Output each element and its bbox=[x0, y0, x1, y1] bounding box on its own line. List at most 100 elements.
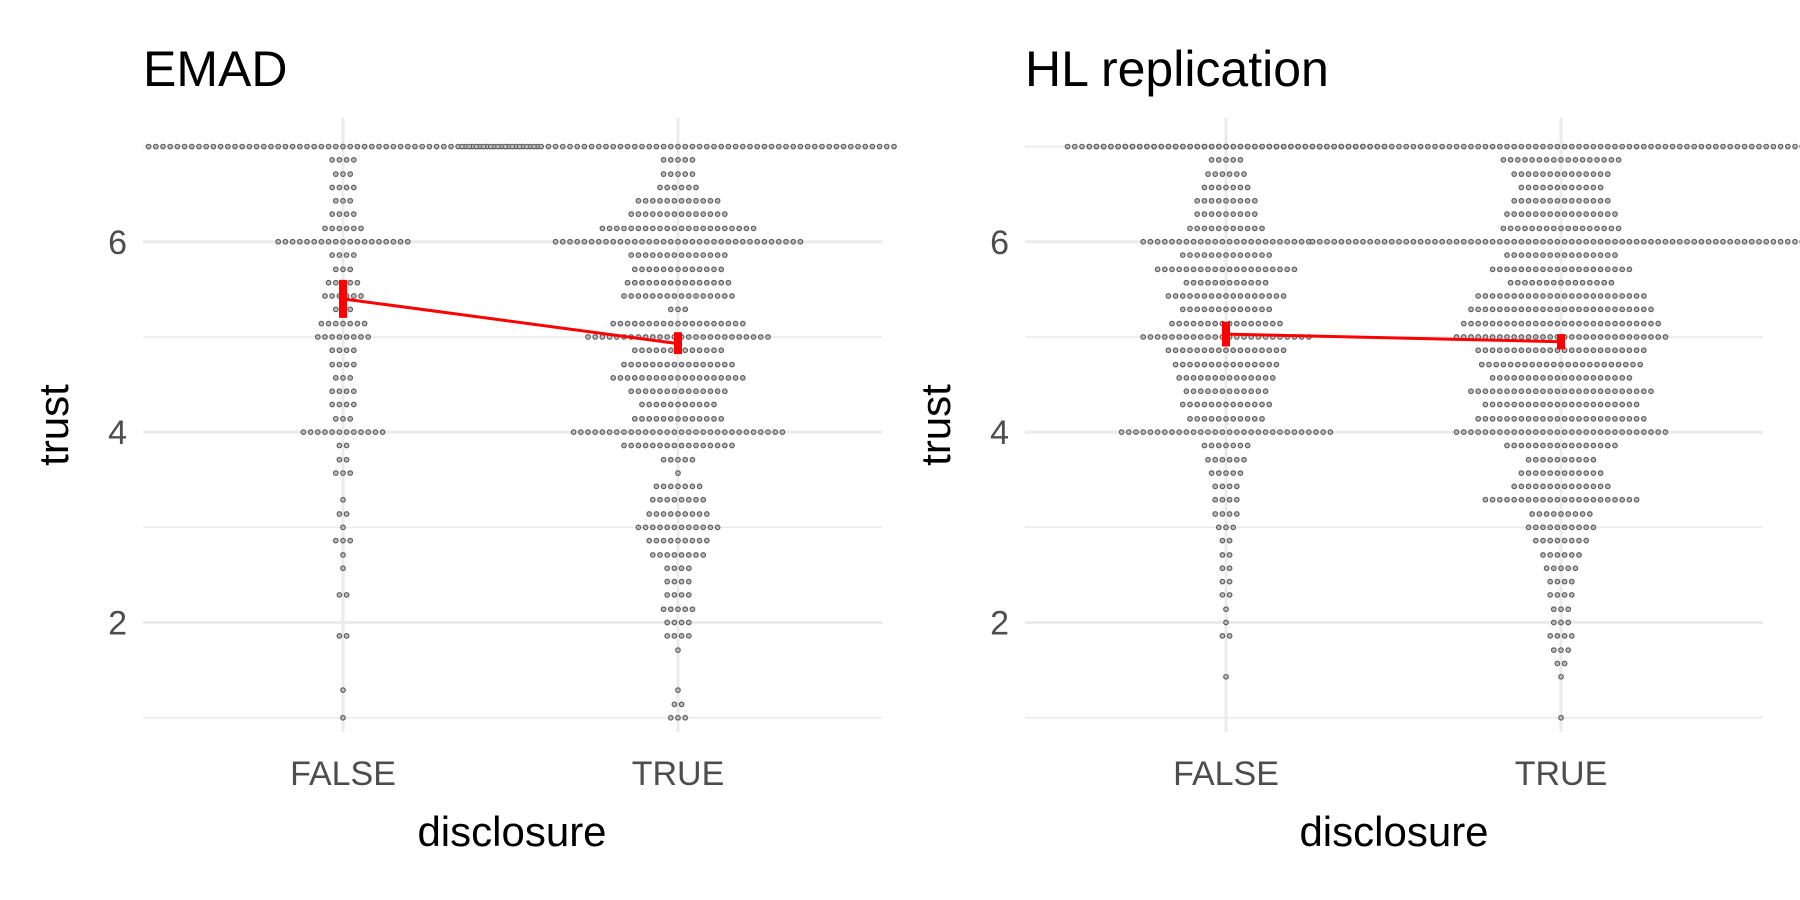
data-dot bbox=[1259, 347, 1265, 354]
data-dot bbox=[721, 429, 728, 435]
data-dot bbox=[1590, 252, 1597, 258]
data-dot bbox=[1259, 143, 1266, 150]
data-dot bbox=[718, 143, 725, 150]
data-dot bbox=[1583, 388, 1590, 395]
data-dot bbox=[675, 647, 681, 653]
data-dot bbox=[332, 238, 339, 245]
data-dot bbox=[1568, 442, 1575, 449]
data-dot bbox=[1590, 375, 1597, 381]
data-dot bbox=[347, 279, 354, 286]
data-dot bbox=[1223, 470, 1229, 476]
data-dot bbox=[1640, 238, 1647, 245]
data-dot bbox=[1212, 388, 1219, 395]
data-dot bbox=[1558, 157, 1564, 163]
data-dot bbox=[664, 565, 671, 572]
data-dot bbox=[1194, 361, 1201, 368]
data-dot bbox=[1590, 143, 1597, 150]
data-dot bbox=[1482, 347, 1489, 354]
data-dot bbox=[1576, 415, 1582, 422]
data-dot bbox=[1169, 334, 1175, 340]
data-dot bbox=[318, 320, 325, 327]
data-dot bbox=[876, 143, 883, 150]
data-dot bbox=[1241, 279, 1247, 286]
data-dot bbox=[696, 238, 703, 245]
data-dot bbox=[1266, 347, 1273, 354]
data-dot bbox=[1522, 225, 1528, 232]
data-dot bbox=[689, 537, 696, 544]
data-dot bbox=[617, 143, 624, 150]
data-dot bbox=[1518, 252, 1525, 258]
data-dot bbox=[1259, 293, 1265, 299]
data-dot bbox=[329, 361, 336, 368]
data-dot bbox=[1518, 197, 1525, 204]
data-dot bbox=[646, 143, 653, 150]
data-dot bbox=[1590, 496, 1597, 503]
data-dot bbox=[343, 334, 350, 340]
data-dot bbox=[1176, 238, 1183, 245]
data-dot bbox=[711, 347, 717, 354]
data-dot bbox=[1529, 157, 1536, 163]
data-dot bbox=[696, 511, 703, 517]
data-dot bbox=[1514, 225, 1521, 232]
data-dot bbox=[1165, 347, 1172, 354]
data-dot bbox=[631, 238, 638, 245]
data-dot bbox=[1576, 238, 1582, 245]
data-dot bbox=[1223, 143, 1230, 150]
data-dot bbox=[667, 375, 674, 381]
data-dot bbox=[1637, 361, 1644, 368]
data-dot bbox=[1518, 483, 1525, 490]
data-dot bbox=[1161, 266, 1168, 273]
data-dot bbox=[1770, 238, 1777, 245]
data-dot bbox=[1190, 279, 1197, 286]
data-dot bbox=[1251, 197, 1258, 204]
data-dot bbox=[1482, 388, 1489, 395]
data-dot bbox=[1237, 470, 1244, 476]
data-dot bbox=[440, 143, 447, 150]
data-dot bbox=[1597, 375, 1604, 381]
data-dot bbox=[1583, 252, 1590, 258]
data-dot bbox=[1792, 238, 1798, 245]
data-dot bbox=[350, 225, 357, 232]
data-dot bbox=[664, 442, 671, 449]
data-dot bbox=[1612, 442, 1618, 449]
data-dot bbox=[1273, 361, 1280, 368]
data-dot bbox=[1197, 266, 1204, 273]
data-dot bbox=[1748, 238, 1755, 245]
x-axis-title: disclosure bbox=[1299, 808, 1488, 855]
data-dot bbox=[711, 238, 717, 245]
data-dot bbox=[1277, 238, 1283, 245]
data-dot bbox=[1532, 375, 1539, 381]
data-dot bbox=[1532, 171, 1539, 178]
data-dot bbox=[646, 415, 653, 422]
data-dot bbox=[232, 143, 238, 150]
data-dot bbox=[1615, 225, 1622, 232]
data-dot bbox=[1251, 361, 1258, 368]
x-tick-label: FALSE bbox=[1173, 755, 1279, 793]
data-dot bbox=[1475, 143, 1482, 150]
data-dot bbox=[1568, 592, 1575, 598]
data-dot bbox=[350, 293, 357, 299]
x-tick-label: FALSE bbox=[290, 755, 396, 793]
data-dot bbox=[1230, 184, 1237, 191]
data-dot bbox=[1201, 306, 1208, 313]
data-dot bbox=[329, 388, 336, 395]
data-dot bbox=[685, 211, 692, 217]
data-dot bbox=[1496, 266, 1503, 273]
data-dot bbox=[693, 429, 699, 435]
data-dot bbox=[365, 334, 372, 340]
data-dot bbox=[1532, 143, 1539, 150]
data-dot bbox=[779, 429, 786, 435]
data-dot bbox=[1547, 197, 1554, 204]
data-dot bbox=[642, 197, 649, 204]
data-dot bbox=[714, 524, 721, 531]
data-dot bbox=[1230, 306, 1237, 313]
data-dot bbox=[631, 279, 638, 286]
data-dot bbox=[1525, 388, 1532, 395]
data-dot bbox=[1208, 211, 1215, 217]
data-dot bbox=[1640, 347, 1647, 354]
data-dot bbox=[325, 238, 332, 245]
data-dot bbox=[621, 361, 627, 368]
data-dot bbox=[1597, 211, 1604, 217]
data-dot bbox=[1748, 143, 1755, 150]
data-dot bbox=[1561, 483, 1568, 490]
